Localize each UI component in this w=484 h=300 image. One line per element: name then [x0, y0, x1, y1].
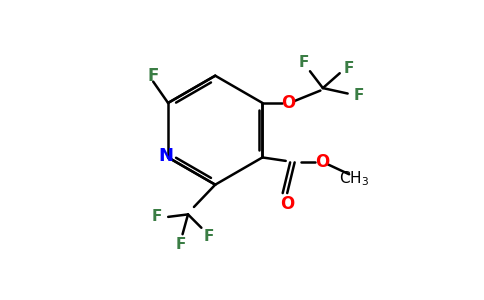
Text: O: O [280, 195, 294, 213]
Text: O: O [281, 94, 295, 112]
Text: F: F [344, 61, 354, 76]
Text: F: F [299, 55, 309, 70]
Text: F: F [148, 67, 159, 85]
Text: O: O [315, 153, 329, 171]
Text: F: F [204, 229, 214, 244]
Text: F: F [353, 88, 364, 103]
Text: F: F [175, 237, 186, 252]
Text: CH$_3$: CH$_3$ [339, 169, 369, 188]
Text: N: N [158, 147, 173, 165]
Text: F: F [152, 209, 163, 224]
